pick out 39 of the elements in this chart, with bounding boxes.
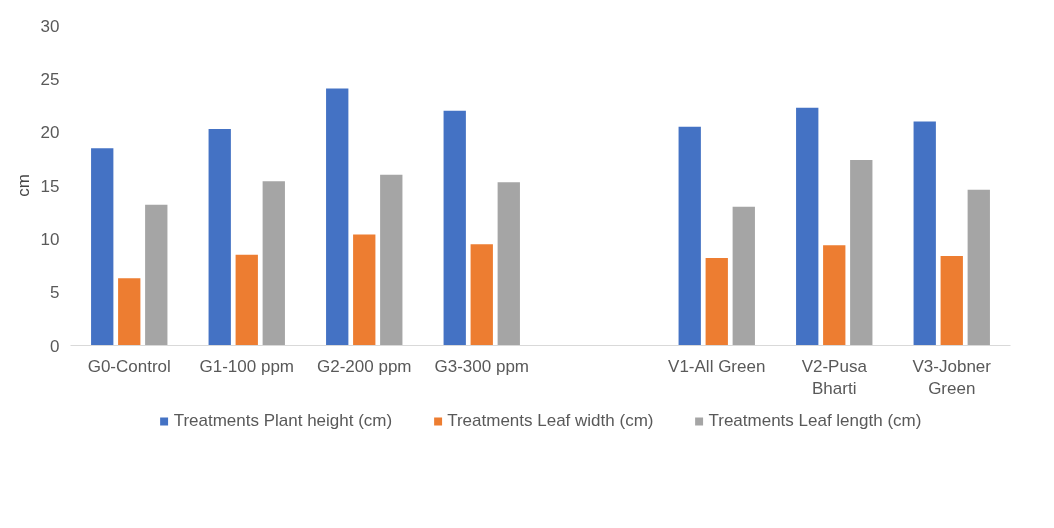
bar	[678, 126, 701, 346]
bar	[796, 107, 819, 346]
x-tick-label: V2-Pusa Bharti	[801, 356, 868, 399]
bar	[380, 174, 403, 346]
bar	[145, 204, 168, 346]
x-tick-label: G2-200 ppm	[317, 356, 412, 376]
x-tick-label: V1-All Green	[668, 356, 766, 376]
y-tick-label: 5	[50, 283, 60, 303]
bar	[497, 182, 520, 346]
bar	[850, 159, 873, 346]
legend-label: Treatments Leaf width (cm)	[447, 411, 654, 431]
bar	[262, 181, 285, 346]
y-tick-label: 30	[40, 16, 60, 36]
bar	[913, 121, 936, 346]
bar	[705, 258, 728, 346]
bar	[940, 255, 963, 346]
x-tick-label: G3-300 ppm	[434, 356, 529, 376]
bar	[91, 148, 114, 346]
bar	[208, 128, 231, 346]
legend-label: Treatments Leaf length (cm)	[708, 411, 922, 431]
bar	[823, 245, 846, 346]
bar	[470, 244, 493, 346]
bar	[967, 189, 990, 346]
bar	[353, 234, 376, 346]
bar	[118, 278, 141, 346]
y-tick-label: 20	[40, 123, 60, 143]
bar	[326, 88, 349, 346]
bar	[443, 110, 466, 346]
y-tick-label: 10	[40, 229, 60, 249]
y-tick-label: 0	[50, 336, 60, 356]
legend-label: Treatments Plant height (cm)	[173, 411, 393, 431]
x-tick-label: G0-Control	[87, 356, 171, 376]
y-tick-label: 15	[40, 176, 60, 196]
x-tick-label: V3-Jobner Green	[912, 356, 992, 399]
bar	[732, 206, 755, 346]
y-axis-title: cm	[13, 174, 33, 197]
bar	[235, 254, 258, 346]
y-tick-label: 25	[40, 69, 60, 89]
x-tick-label: G1-100 ppm	[199, 356, 294, 376]
